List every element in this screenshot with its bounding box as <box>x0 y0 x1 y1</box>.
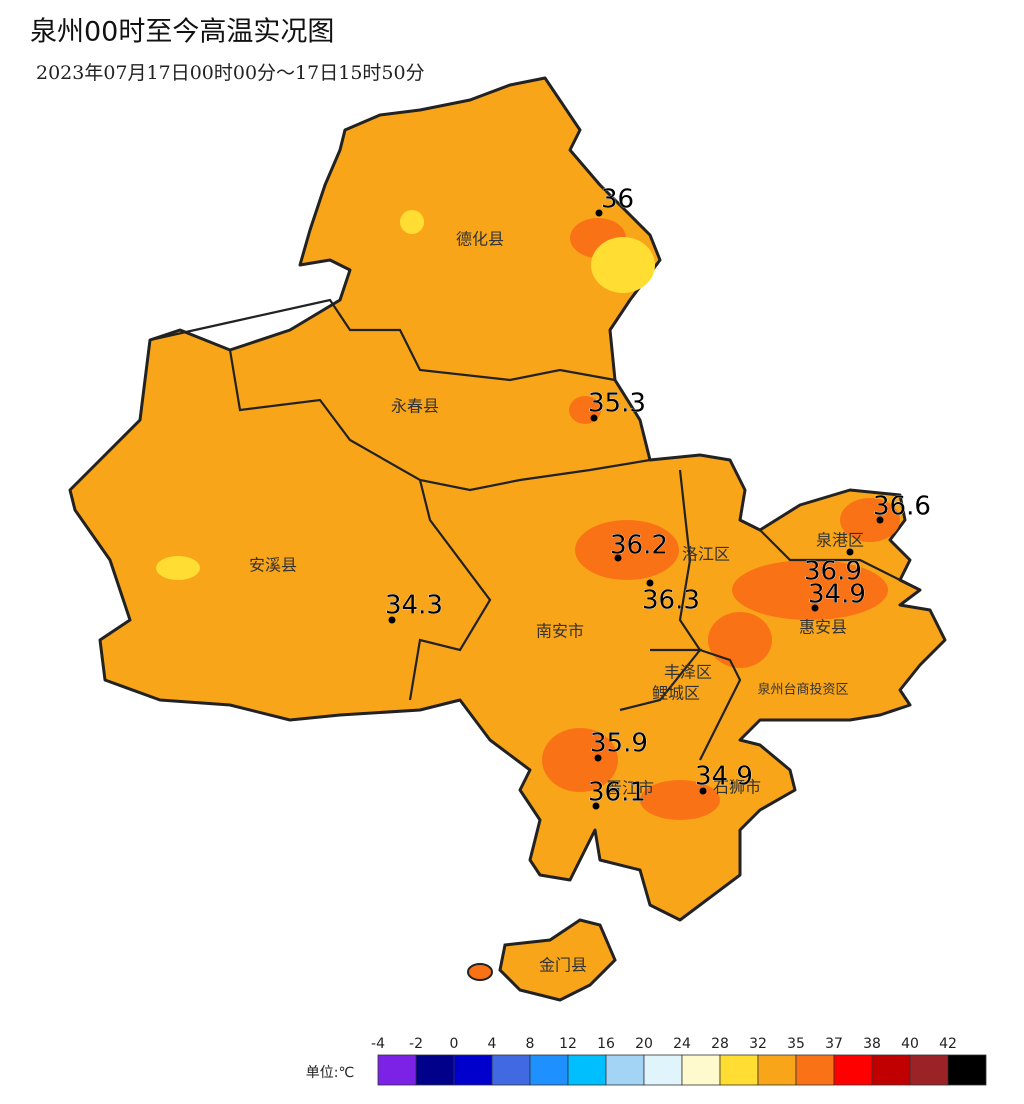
legend-swatch <box>795 1054 835 1086</box>
station-value: 36.1 <box>588 778 646 808</box>
county-borders <box>149 298 901 761</box>
legend-swatch <box>757 1054 797 1086</box>
legend-tick-label: 35 <box>787 1036 805 1052</box>
legend-swatch <box>453 1054 493 1086</box>
legend-swatch <box>833 1054 873 1086</box>
station-dot <box>614 554 622 562</box>
district-label: 永春县 <box>391 397 439 416</box>
station-dot <box>388 616 396 624</box>
district-label: 鲤城区 <box>652 684 700 703</box>
station-value: 36 <box>601 185 634 215</box>
station-dot <box>590 414 598 422</box>
district-label: 石狮市 <box>713 778 761 797</box>
district-label: 南安市 <box>536 622 584 641</box>
district-label: 德化县 <box>456 230 504 249</box>
district-label: 晋江市 <box>606 779 654 798</box>
warm-zone <box>156 556 200 580</box>
legend-swatch <box>947 1054 987 1086</box>
legend-tick-label: 42 <box>939 1036 957 1052</box>
station-dot <box>846 548 854 556</box>
hot-zone <box>732 560 888 620</box>
legend-tick-label: -2 <box>409 1036 423 1052</box>
legend-swatch <box>605 1054 645 1086</box>
warm-zone <box>591 237 655 293</box>
station-dot <box>811 604 819 612</box>
hot-zone <box>575 520 679 580</box>
district-label: 安溪县 <box>249 556 297 575</box>
station-dot <box>646 579 654 587</box>
legend-tick-label: 40 <box>901 1036 919 1052</box>
legend-swatch <box>529 1054 569 1086</box>
legend-swatch <box>681 1054 721 1086</box>
warm-zone <box>400 210 424 234</box>
station-value: 36.2 <box>610 531 668 561</box>
station-value: 36.9 <box>804 557 862 587</box>
legend-swatch <box>643 1054 683 1086</box>
station-dot <box>595 209 603 217</box>
station-value: 36.3 <box>642 586 700 616</box>
legend-tick-label: 38 <box>863 1036 881 1052</box>
legend-swatch <box>567 1054 607 1086</box>
district-label: 金门县 <box>539 956 587 975</box>
station-dot <box>699 787 707 795</box>
station-dot <box>594 754 602 762</box>
district-label: 洛江区 <box>682 545 730 564</box>
legend-swatch <box>415 1054 455 1086</box>
hot-zone <box>840 498 900 542</box>
hot-zone <box>708 612 772 668</box>
title: 泉州00时至今高温实况图 <box>30 17 334 48</box>
hot-zone <box>542 728 618 792</box>
legend-tick-label: 37 <box>825 1036 843 1052</box>
station-dot <box>876 516 884 524</box>
district-label: 泉州台商投资区 <box>757 682 848 698</box>
legend-tick-label: 24 <box>673 1036 691 1052</box>
legend-swatch <box>871 1054 911 1086</box>
station-value: 34.9 <box>695 762 753 792</box>
legend-swatch <box>909 1054 949 1086</box>
station-value: 36.6 <box>873 492 931 522</box>
district-label: 惠安县 <box>799 618 847 637</box>
station-dot <box>592 802 600 810</box>
legend-tick-label: 16 <box>597 1036 615 1052</box>
mainland <box>68 76 947 922</box>
legend-tick-label: 0 <box>450 1036 459 1052</box>
legend-tick-label: 28 <box>711 1036 729 1052</box>
legend-unit: 单位:℃ <box>306 1065 354 1081</box>
district-label: 丰泽区 <box>664 663 712 682</box>
legend-tick-label: 4 <box>488 1036 497 1052</box>
subtitle: 2023年07月17日00时00分～17日15时50分 <box>36 62 425 84</box>
legend-swatch <box>377 1054 417 1086</box>
islet <box>467 963 493 981</box>
kinmen <box>498 918 617 1002</box>
station-value: 35.9 <box>590 729 648 759</box>
land <box>68 76 947 1002</box>
station-value: 34.9 <box>808 580 866 610</box>
legend-tick-label: 8 <box>526 1036 535 1052</box>
legend-swatch <box>491 1054 531 1086</box>
legend-tick-label: 32 <box>749 1036 767 1052</box>
district-label: 泉港区 <box>816 531 864 550</box>
legend-tick-label: 12 <box>559 1036 577 1052</box>
station-value: 35.3 <box>588 389 646 419</box>
station-value: 34.3 <box>385 591 443 621</box>
legend-tick-label: 20 <box>635 1036 653 1052</box>
legend-swatch <box>719 1054 759 1086</box>
legend-tick-label: -4 <box>371 1036 385 1052</box>
